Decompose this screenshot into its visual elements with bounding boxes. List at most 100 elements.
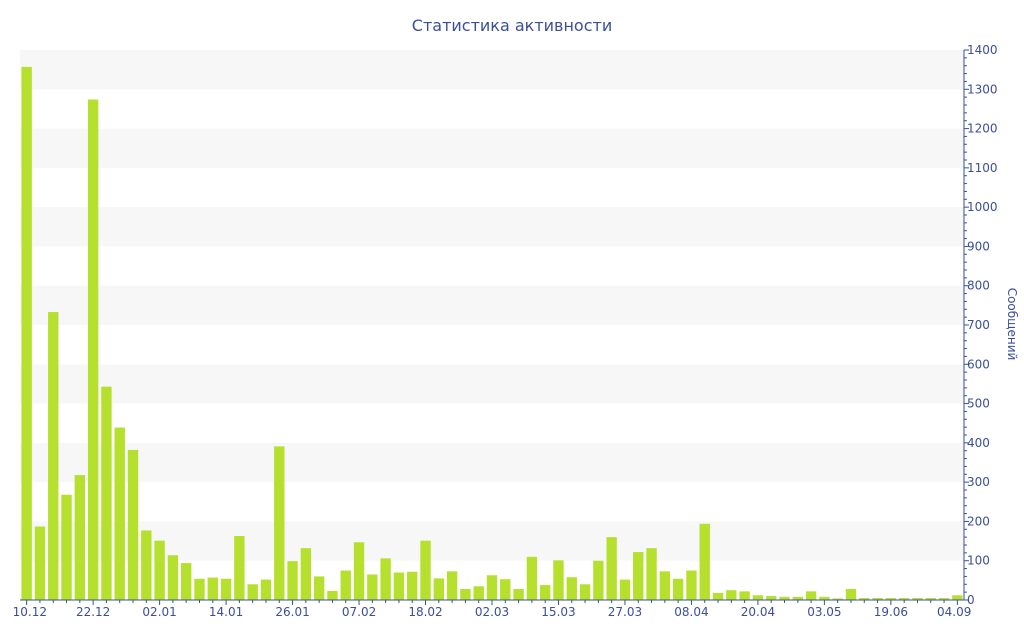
bar: [154, 540, 165, 600]
bar: [539, 585, 551, 600]
y-tick-label: 300: [967, 475, 990, 489]
bar: [87, 99, 99, 600]
bar: [633, 552, 644, 600]
bar: [114, 427, 125, 600]
x-tick-label: 04.09: [937, 605, 971, 619]
bar: [220, 578, 232, 600]
bar: [699, 523, 710, 600]
bar: [938, 598, 950, 600]
bar: [207, 577, 218, 600]
bar: [486, 575, 498, 600]
bar: [859, 598, 870, 600]
bar: [726, 590, 737, 600]
x-tick-label: 26.01: [275, 605, 309, 619]
bar: [766, 596, 777, 600]
bar: [473, 586, 484, 600]
bar: [300, 548, 312, 600]
bar: [313, 576, 325, 600]
grid-band: [20, 207, 964, 247]
y-tick-label: 800: [967, 279, 990, 293]
bar: [779, 596, 790, 600]
x-tick-label: 08.04: [674, 605, 708, 619]
bar: [553, 560, 564, 600]
bar: [420, 540, 431, 600]
bar: [606, 537, 617, 600]
bar: [460, 589, 471, 600]
y-tick-label: 1000: [967, 200, 998, 214]
x-tick-label: 14.01: [209, 605, 243, 619]
bar: [367, 574, 378, 600]
bar: [167, 555, 179, 600]
bar: [181, 563, 192, 600]
bar: [526, 556, 538, 600]
bar: [194, 578, 205, 600]
x-tick-label: 22.12: [76, 605, 110, 619]
bar: [619, 579, 631, 600]
y-tick-label: 600: [967, 357, 990, 371]
bar: [407, 571, 418, 600]
x-tick-label: 18.02: [408, 605, 442, 619]
bar: [61, 494, 72, 600]
bar: [500, 579, 511, 600]
grid-band: [20, 50, 964, 90]
bar: [659, 571, 671, 600]
bar: [593, 560, 604, 600]
y-tick-label: 0: [967, 593, 975, 607]
y-tick-label: 1200: [967, 122, 998, 136]
y-tick-label: 400: [967, 436, 990, 450]
bar: [845, 589, 857, 600]
bar: [566, 577, 577, 600]
chart-title: Статистика активности: [412, 16, 612, 35]
bar: [380, 558, 391, 600]
bar: [74, 475, 86, 600]
bar: [433, 578, 445, 600]
bar: [353, 542, 365, 600]
bar: [446, 571, 458, 600]
grid-band: [20, 364, 964, 404]
bar: [646, 548, 657, 600]
y-tick-label: 1300: [967, 82, 998, 96]
bar: [260, 579, 272, 600]
grid-band: [20, 128, 964, 168]
grid-band: [20, 285, 964, 325]
x-tick-label: 15.03: [541, 605, 575, 619]
y-tick-label: 500: [967, 397, 990, 411]
x-tick-label: 20.04: [741, 605, 775, 619]
y-tick-label: 900: [967, 239, 990, 253]
bar: [712, 592, 724, 600]
bar: [340, 570, 351, 600]
bar: [127, 449, 139, 600]
bar: [247, 584, 258, 600]
bar: [752, 595, 764, 600]
grid-bands: [20, 50, 964, 561]
bar: [952, 595, 963, 600]
x-tick-label: 27.03: [608, 605, 642, 619]
bar: [327, 590, 338, 600]
bar: [234, 535, 245, 600]
x-tick-label: 02.01: [142, 605, 176, 619]
bar: [885, 598, 897, 600]
bar: [832, 598, 843, 600]
bar: [579, 584, 591, 600]
bar: [925, 598, 936, 600]
bar: [21, 66, 32, 600]
bar: [274, 446, 285, 600]
bar: [48, 312, 59, 600]
bar: [287, 561, 298, 600]
x-tick-label: 07.02: [342, 605, 376, 619]
x-tick-label: 10.12: [13, 605, 47, 619]
bar: [34, 526, 46, 600]
bar: [513, 589, 524, 600]
x-tick-label: 19.06: [874, 605, 908, 619]
bar: [739, 591, 750, 600]
y-tick-label: 100: [967, 554, 990, 568]
bar: [872, 598, 883, 600]
y-tick-label: 200: [967, 514, 990, 528]
y-tick-label: 700: [967, 318, 990, 332]
grid-band: [20, 521, 964, 561]
bar: [805, 591, 817, 600]
x-tick-label: 03.05: [807, 605, 841, 619]
grid-band: [20, 442, 964, 483]
